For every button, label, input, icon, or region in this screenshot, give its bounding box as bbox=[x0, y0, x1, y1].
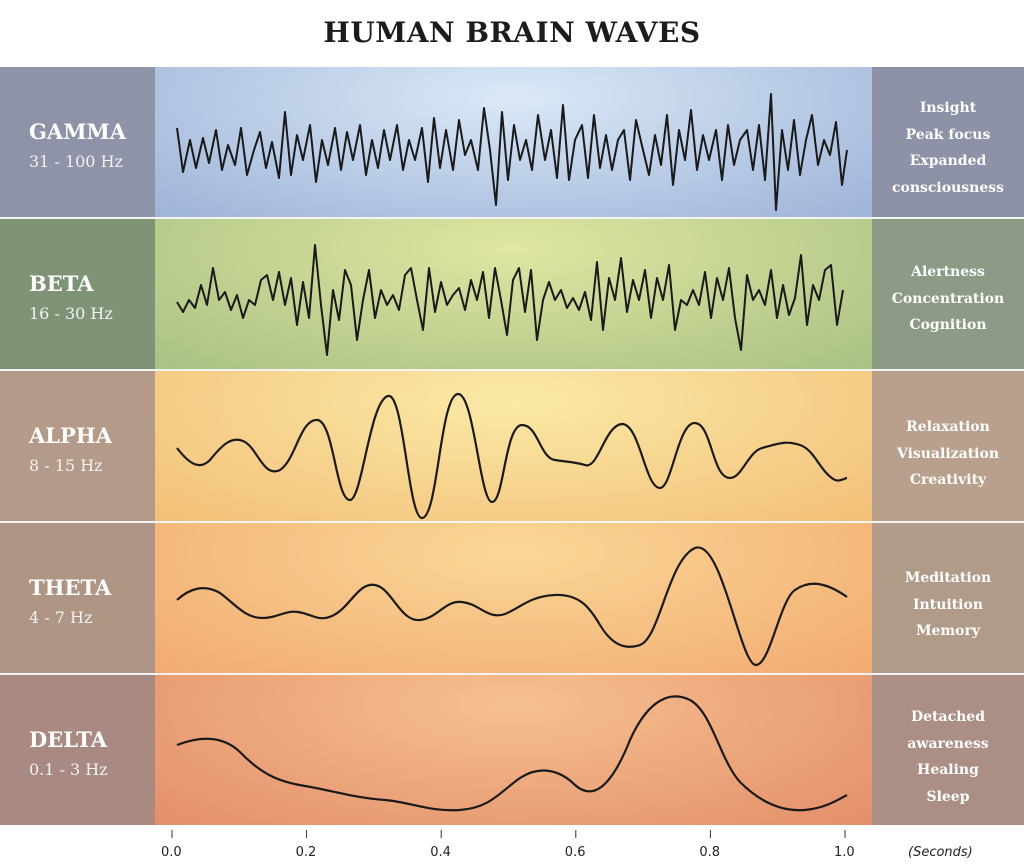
gamma-wave bbox=[176, 93, 848, 211]
band-states: Meditation Intuition Memory bbox=[872, 565, 1024, 645]
band-beta: BETA 16 - 30 Hz Alertness Concentration … bbox=[0, 219, 1024, 369]
state-label: Intuition bbox=[913, 596, 983, 613]
delta-wave bbox=[176, 695, 848, 812]
band-label-panel: THETA 4 - 7 Hz bbox=[0, 523, 155, 673]
wave-panel bbox=[155, 523, 872, 673]
band-name: ALPHA bbox=[29, 423, 112, 448]
band-alpha: ALPHA 8 - 15 Hz Relaxation Visualization… bbox=[0, 371, 1024, 521]
band-delta: DELTA 0.1 - 3 Hz Detached awareness Heal… bbox=[0, 675, 1024, 825]
axis-tick-label: 0.6 bbox=[564, 845, 586, 860]
state-label: Expanded bbox=[909, 153, 987, 169]
band-label-panel: GAMMA 31 - 100 Hz bbox=[0, 67, 155, 217]
band-states: Relaxation Visualization Creativity bbox=[872, 414, 1024, 494]
band-label-panel: ALPHA 8 - 15 Hz bbox=[0, 371, 155, 521]
band-divider bbox=[0, 521, 1024, 523]
band-frequency-range: 31 - 100 Hz bbox=[29, 152, 123, 171]
beta-wave bbox=[176, 244, 844, 356]
band-divider bbox=[0, 369, 1024, 371]
state-label: Creativity bbox=[909, 472, 987, 488]
wave-panel bbox=[155, 675, 872, 825]
band-theta: THETA 4 - 7 Hz Meditation Intuition Memo… bbox=[0, 523, 1024, 673]
time-axis-ticks bbox=[171, 830, 846, 838]
state-label: awareness bbox=[907, 735, 989, 752]
state-label: Cognition bbox=[909, 317, 987, 333]
state-label: Sleep bbox=[926, 788, 970, 805]
state-label: Peak focus bbox=[905, 126, 991, 143]
page-title: HUMAN BRAIN WAVES bbox=[323, 16, 701, 49]
axis-tick-label: 0.8 bbox=[699, 845, 721, 860]
band-gamma: GAMMA 31 - 100 Hz Insight Peak focus Exp… bbox=[0, 67, 1024, 217]
band-name: DELTA bbox=[29, 727, 108, 752]
state-label: Relaxation bbox=[906, 419, 990, 435]
theta-wave bbox=[176, 546, 848, 667]
state-label: Visualization bbox=[896, 445, 1000, 462]
band-divider bbox=[0, 673, 1024, 675]
band-label-panel: DELTA 0.1 - 3 Hz bbox=[0, 675, 155, 825]
band-states-panel: Insight Peak focus Expanded consciousnes… bbox=[872, 67, 1024, 217]
axis-tick-label: 1.0 bbox=[834, 845, 855, 860]
time-axis-unit: (Seconds) bbox=[908, 845, 973, 860]
state-label: Meditation bbox=[904, 570, 992, 586]
band-name: BETA bbox=[29, 271, 94, 296]
state-label: Healing bbox=[917, 762, 979, 778]
band-frequency-range: 4 - 7 Hz bbox=[29, 608, 93, 627]
band-divider bbox=[0, 217, 1024, 219]
band-name: THETA bbox=[29, 575, 112, 600]
state-label: Concentration bbox=[891, 290, 1005, 307]
band-frequency-range: 0.1 - 3 Hz bbox=[29, 760, 108, 779]
state-label: Detached bbox=[911, 709, 985, 725]
state-label: consciousness bbox=[891, 179, 1004, 196]
band-states: Detached awareness Healing Sleep bbox=[872, 704, 1024, 810]
wave-panel bbox=[155, 67, 872, 217]
band-states-panel: Detached awareness Healing Sleep bbox=[872, 675, 1024, 825]
band-states-panel: Relaxation Visualization Creativity bbox=[872, 371, 1024, 521]
band-states-panel: Meditation Intuition Memory bbox=[872, 523, 1024, 673]
band-states: Insight Peak focus Expanded consciousnes… bbox=[872, 95, 1024, 201]
wave-panel bbox=[155, 371, 872, 521]
alpha-wave bbox=[176, 392, 848, 520]
band-name: GAMMA bbox=[29, 119, 127, 144]
band-label-panel: BETA 16 - 30 Hz bbox=[0, 219, 155, 369]
axis-tick-label: 0.2 bbox=[295, 845, 317, 860]
axis-tick-label: 0.0 bbox=[161, 845, 182, 860]
band-states-panel: Alertness Concentration Cognition bbox=[872, 219, 1024, 369]
band-frequency-range: 8 - 15 Hz bbox=[29, 456, 103, 475]
axis-tick-label: 0.4 bbox=[430, 845, 451, 860]
band-states: Alertness Concentration Cognition bbox=[872, 259, 1024, 339]
state-label: Memory bbox=[915, 623, 981, 639]
band-frequency-range: 16 - 30 Hz bbox=[29, 304, 113, 323]
state-label: Insight bbox=[919, 100, 977, 116]
state-label: Alertness bbox=[911, 264, 985, 280]
